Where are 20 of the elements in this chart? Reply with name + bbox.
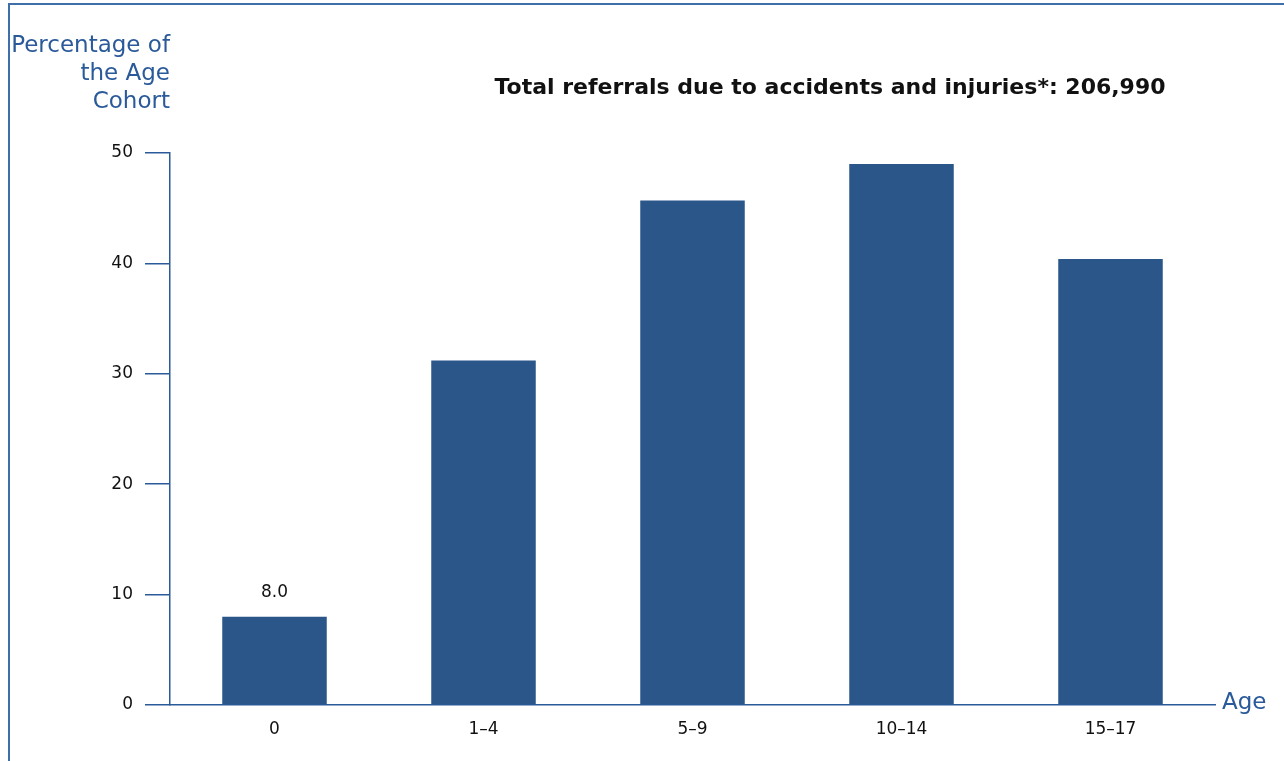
data-label: 8.0 (260, 580, 289, 601)
bar (849, 164, 954, 705)
x-tick-label: 10–14 (875, 717, 928, 738)
chart-title: Total referrals due to accidents and injuries*: 206,990 (493, 74, 1167, 99)
bar (640, 200, 745, 705)
y-axis-title: Percentage of the Age Cohort (10, 30, 170, 114)
x-tick-label: 0 (269, 717, 280, 738)
bar (1058, 258, 1163, 705)
y-tick-label: 0 (122, 693, 133, 714)
y-tick-label: 20 (111, 472, 133, 493)
y-tick-label: 10 (111, 583, 133, 604)
x-tick-label: 5–9 (677, 717, 708, 738)
bar (431, 360, 536, 705)
y-tick-label: 40 (111, 251, 133, 272)
bar (222, 616, 327, 705)
y-tick-label: 50 (111, 141, 133, 162)
x-axis-title: Age (1222, 688, 1267, 714)
y-tick-label: 30 (111, 362, 133, 383)
x-tick-label: 1–4 (468, 717, 499, 738)
x-tick-label: 15–17 (1084, 717, 1137, 738)
